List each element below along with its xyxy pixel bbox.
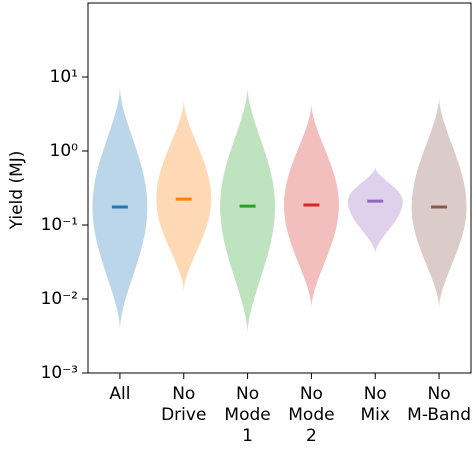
y-tick-label: 10⁻³ [41,363,78,383]
y-axis-label: Yield (MJ) [7,151,27,231]
y-tick-label: 10¹ [50,67,78,87]
y-tick-label: 10⁻² [41,289,78,309]
x-tick-label: All [109,384,130,404]
x-tick-label: No Mode 2 [288,384,334,446]
x-tick-label: No Mode 1 [224,384,270,446]
x-tick-label: No M-Band [407,384,471,425]
violin [220,88,275,333]
x-tick-label: No Drive [161,384,206,425]
violin [411,98,467,307]
y-tick-label: 10⁰ [50,141,79,161]
violin [347,168,403,253]
x-tick-label: No Mix [361,384,390,425]
plot-frame [87,2,472,374]
violin [156,101,212,291]
y-tick-label: 10⁻¹ [41,215,78,235]
